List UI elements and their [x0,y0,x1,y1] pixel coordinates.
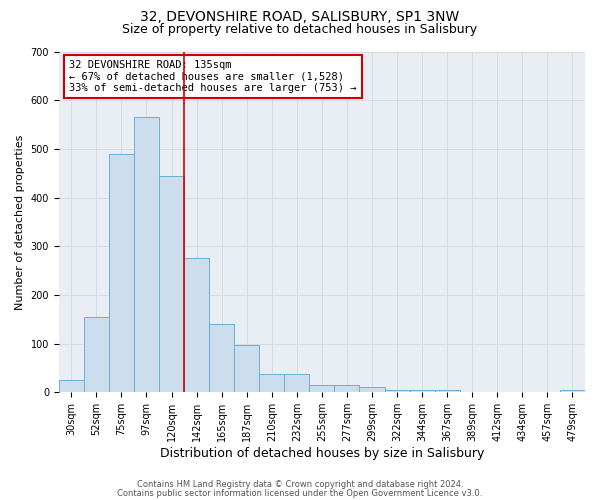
Bar [410,390,434,392]
X-axis label: Distribution of detached houses by size in Salisbury: Distribution of detached houses by size … [160,447,484,460]
Text: 32 DEVONSHIRE ROAD: 135sqm
← 67% of detached houses are smaller (1,528)
33% of s: 32 DEVONSHIRE ROAD: 135sqm ← 67% of deta… [70,60,357,93]
Bar [59,380,84,392]
Bar [310,385,334,392]
Text: Contains public sector information licensed under the Open Government Licence v3: Contains public sector information licen… [118,488,482,498]
Bar [359,388,385,392]
Bar [184,258,209,392]
Bar [234,345,259,392]
Bar [560,390,585,392]
Bar [159,176,184,392]
Bar [334,385,359,392]
Text: 32, DEVONSHIRE ROAD, SALISBURY, SP1 3NW: 32, DEVONSHIRE ROAD, SALISBURY, SP1 3NW [140,10,460,24]
Y-axis label: Number of detached properties: Number of detached properties [15,134,25,310]
Bar [84,317,109,392]
Text: Contains HM Land Registry data © Crown copyright and database right 2024.: Contains HM Land Registry data © Crown c… [137,480,463,489]
Bar [434,390,460,392]
Text: Size of property relative to detached houses in Salisbury: Size of property relative to detached ho… [122,22,478,36]
Bar [284,374,310,392]
Bar [134,117,159,392]
Bar [109,154,134,392]
Bar [259,374,284,392]
Bar [209,324,234,392]
Bar [385,390,410,392]
